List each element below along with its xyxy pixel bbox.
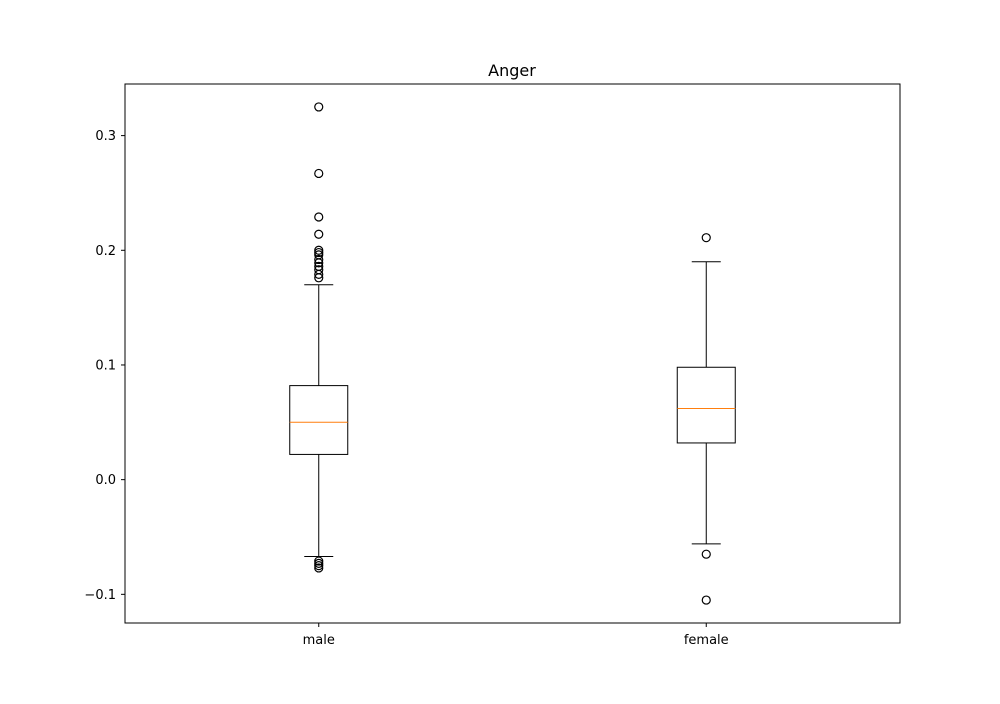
outlier-point xyxy=(701,595,711,605)
outlier-point xyxy=(314,258,324,268)
y-tick-label: 0.0 xyxy=(95,473,116,488)
plot-area-frame xyxy=(124,83,901,624)
outlier-point xyxy=(314,229,324,239)
y-axis: −0.1 0.0 0.1 0.2 0.3 xyxy=(84,129,125,603)
iqr-box xyxy=(676,366,736,444)
box-male xyxy=(289,102,349,573)
outlier-point xyxy=(314,245,324,255)
outlier-point xyxy=(314,273,324,283)
outlier-point xyxy=(314,168,324,179)
box-series xyxy=(289,102,736,605)
chart-title: Anger xyxy=(488,61,536,80)
outlier-point xyxy=(314,247,324,258)
outlier-point xyxy=(314,563,324,573)
x-tick-label: female xyxy=(684,633,729,648)
outlier-point xyxy=(314,212,324,222)
x-tick-label: male xyxy=(303,633,335,648)
y-tick-label: 0.2 xyxy=(95,244,116,259)
y-tick-label: −0.1 xyxy=(84,588,116,603)
box-female xyxy=(676,233,736,605)
y-tick-label: 0.1 xyxy=(95,358,116,373)
outlier-point xyxy=(314,558,324,568)
iqr-box xyxy=(289,385,349,455)
outlier-point xyxy=(314,269,324,279)
outlier-point xyxy=(701,549,711,559)
x-axis: male female xyxy=(303,623,729,648)
outlier-point xyxy=(314,102,324,112)
outlier-point xyxy=(314,561,324,571)
outlier-point xyxy=(314,556,324,566)
outlier-point xyxy=(701,233,711,243)
y-tick-label: 0.3 xyxy=(95,129,116,144)
outlier-point xyxy=(314,254,324,265)
